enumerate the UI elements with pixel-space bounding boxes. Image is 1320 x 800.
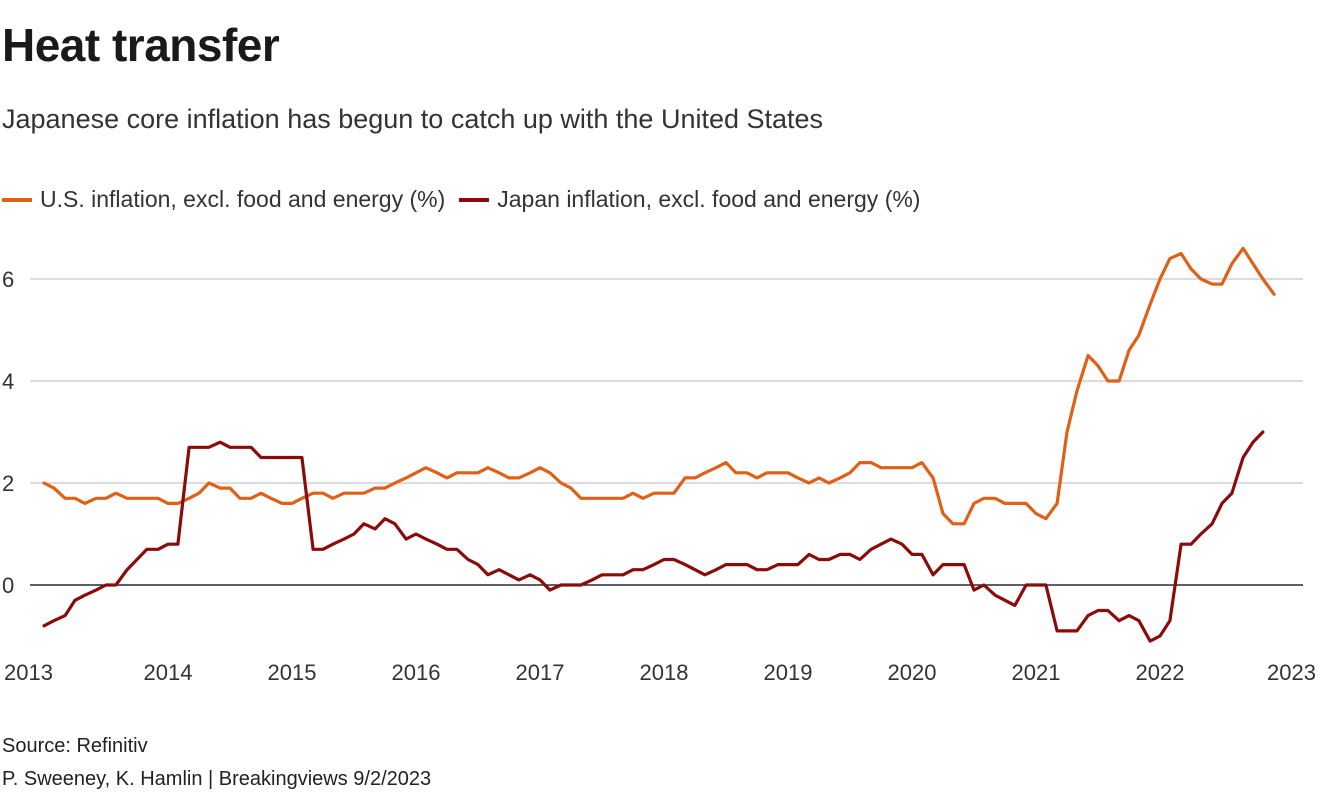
y-tick-label-6: 6 <box>2 267 14 292</box>
chart-title: Heat transfer <box>2 19 280 71</box>
credit-line: P. Sweeney, K. Hamlin | Breakingviews 9/… <box>2 768 432 790</box>
x-tick-label-2015: 2015 <box>268 660 317 685</box>
x-tick-label-2022: 2022 <box>1136 660 1185 685</box>
legend-label-japan: Japan inflation, excl. food and energy (… <box>497 186 921 212</box>
x-tick-label-2017: 2017 <box>516 660 565 685</box>
y-tick-label-0: 0 <box>2 573 14 598</box>
legend-item-us: U.S. inflation, excl. food and energy (%… <box>2 186 445 213</box>
legend: U.S. inflation, excl. food and energy (%… <box>2 186 934 213</box>
x-tick-label-2016: 2016 <box>392 660 441 685</box>
x-tick-label-2018: 2018 <box>640 660 689 685</box>
x-tick-label-2021: 2021 <box>1012 660 1061 685</box>
series-line-japan <box>42 430 1265 643</box>
chart-subtitle: Japanese core inflation has begun to cat… <box>2 104 824 134</box>
y-tick-label-4: 4 <box>2 369 14 394</box>
legend-swatch-japan <box>459 197 490 202</box>
x-tick-label-2020: 2020 <box>888 660 937 685</box>
source-note: Source: Refinitiv <box>2 735 148 757</box>
x-tick-label-2013: 2013 <box>4 660 53 685</box>
legend-item-japan: Japan inflation, excl. food and energy (… <box>459 186 920 213</box>
legend-swatch-us <box>2 197 32 202</box>
x-tick-label-2014: 2014 <box>144 660 193 685</box>
series-line-us <box>42 246 1276 526</box>
line-chart: 0 2 4 6 2013 2014 2015 2016 2017 2018 2019 2020 2021… <box>2 246 1316 685</box>
x-tick-label-2019: 2019 <box>764 660 813 685</box>
legend-label-us: U.S. inflation, excl. food and energy (%… <box>40 186 446 212</box>
y-tick-label-2: 2 <box>2 471 14 496</box>
x-tick-label-2023: 2023 <box>1267 660 1316 685</box>
